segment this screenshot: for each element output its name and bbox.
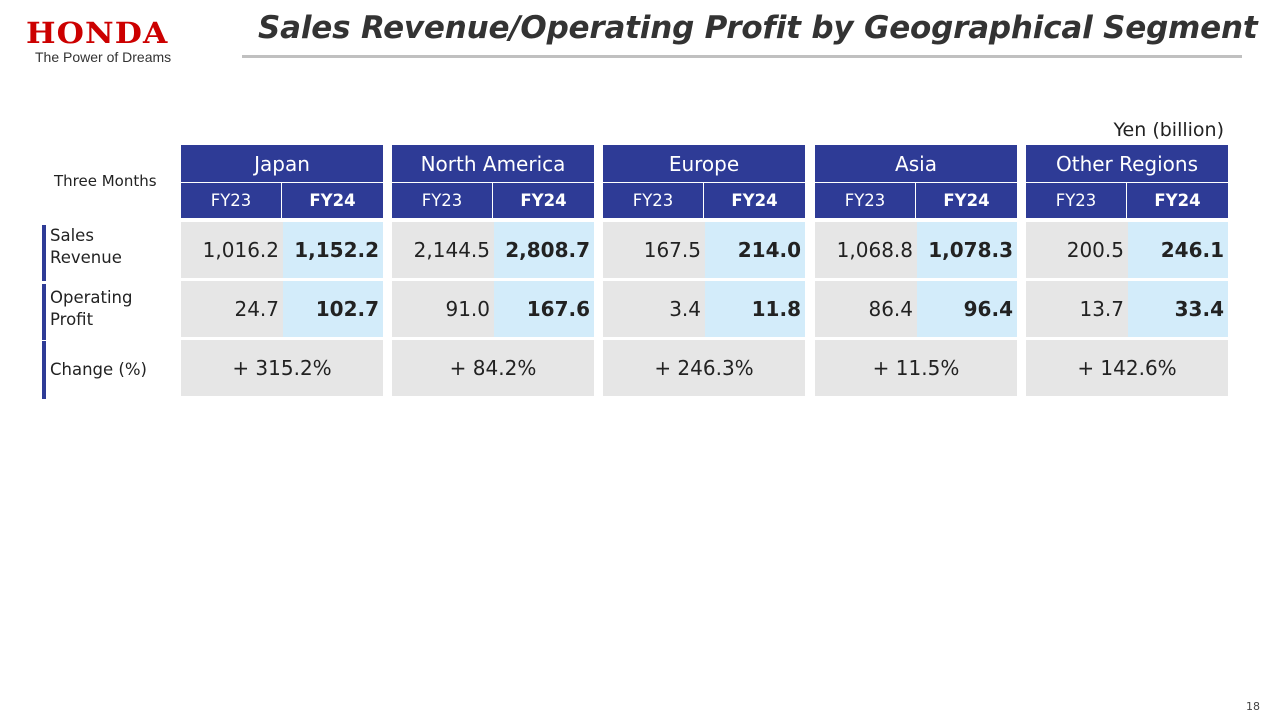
operating-profit-fy24: 167.6 <box>494 281 594 337</box>
sales-revenue-row: 167.5 214.0 <box>603 222 805 278</box>
profit-change-cell: + 84.2% <box>392 340 594 396</box>
sales-revenue-row: 1,016.2 1,152.2 <box>181 222 383 278</box>
region-column: North America FY23 FY24 2,144.5 2,808.7 91.0 1… <box>392 145 594 396</box>
row-label-operating-profit: Operating Profit <box>42 284 133 340</box>
operating-profit-fy23: 91.0 <box>392 281 494 337</box>
operating-profit-fy24: 33.4 <box>1128 281 1228 337</box>
fy24-header: FY24 <box>282 183 383 218</box>
fy24-header: FY24 <box>704 183 805 218</box>
sales-revenue-fy23: 1,068.8 <box>815 222 917 278</box>
sales-revenue-fy23: 200.5 <box>1026 222 1128 278</box>
region-column: Other Regions FY23 FY24 200.5 246.1 13.7 33.4 +… <box>1026 145 1228 396</box>
region-header: North America <box>392 145 594 182</box>
region-column: Japan FY23 FY24 1,016.2 1,152.2 24.7 102.7 + 31… <box>181 145 383 396</box>
operating-profit-fy23: 3.4 <box>603 281 705 337</box>
sales-revenue-fy24: 246.1 <box>1128 222 1228 278</box>
operating-profit-row: 91.0 167.6 <box>392 281 594 337</box>
fy23-header: FY23 <box>603 183 703 218</box>
sales-revenue-fy24: 1,078.3 <box>917 222 1017 278</box>
page-number: 18 <box>1246 700 1260 713</box>
row-label-profit-line2: Profit <box>50 310 94 329</box>
operating-profit-row: 3.4 11.8 <box>603 281 805 337</box>
sales-revenue-row: 2,144.5 2,808.7 <box>392 222 594 278</box>
region-column: Europe FY23 FY24 167.5 214.0 3.4 11.8 + 246.3% <box>603 145 805 396</box>
logo-wordmark: HONDA <box>26 16 169 50</box>
fiscal-year-row: FY23 FY24 <box>392 183 594 218</box>
profit-change-cell: + 246.3% <box>603 340 805 396</box>
fy24-header: FY24 <box>1127 183 1228 218</box>
operating-profit-fy23: 24.7 <box>181 281 283 337</box>
operating-profit-row: 86.4 96.4 <box>815 281 1017 337</box>
region-column: Asia FY23 FY24 1,068.8 1,078.3 86.4 96.4 + 11.5… <box>815 145 1017 396</box>
operating-profit-fy24: 96.4 <box>917 281 1017 337</box>
profit-change-cell: + 315.2% <box>181 340 383 396</box>
operating-profit-fy24: 11.8 <box>705 281 805 337</box>
profit-change-cell: + 11.5% <box>815 340 1017 396</box>
fy24-header: FY24 <box>493 183 594 218</box>
row-label-sales-revenue: Sales Revenue <box>42 225 122 281</box>
fiscal-year-row: FY23 FY24 <box>181 183 383 218</box>
honda-logo: HONDA The Power of Dreams <box>26 18 216 65</box>
operating-profit-fy24: 102.7 <box>283 281 383 337</box>
fiscal-year-row: FY23 FY24 <box>1026 183 1228 218</box>
sales-revenue-fy23: 2,144.5 <box>392 222 494 278</box>
sales-revenue-fy24: 214.0 <box>705 222 805 278</box>
operating-profit-row: 24.7 102.7 <box>181 281 383 337</box>
sales-revenue-fy24: 2,808.7 <box>494 222 594 278</box>
profit-change-cell: + 142.6% <box>1026 340 1228 396</box>
fy23-header: FY23 <box>392 183 492 218</box>
fy23-header: FY23 <box>181 183 281 218</box>
period-label: Three Months <box>54 172 157 190</box>
row-label-profit-line1: Operating <box>50 288 133 307</box>
fiscal-year-row: FY23 FY24 <box>815 183 1017 218</box>
title-underline <box>242 55 1242 58</box>
sales-revenue-row: 200.5 246.1 <box>1026 222 1228 278</box>
page-title: Sales Revenue/Operating Profit by Geogra… <box>258 10 1258 46</box>
sales-revenue-fy23: 1,016.2 <box>181 222 283 278</box>
sales-revenue-row: 1,068.8 1,078.3 <box>815 222 1017 278</box>
logo-tagline: The Power of Dreams <box>35 49 172 65</box>
fiscal-year-row: FY23 FY24 <box>603 183 805 218</box>
fy23-header: FY23 <box>1026 183 1126 218</box>
operating-profit-fy23: 13.7 <box>1026 281 1128 337</box>
region-header: Japan <box>181 145 383 182</box>
fy24-header: FY24 <box>916 183 1017 218</box>
region-header: Asia <box>815 145 1017 182</box>
row-label-revenue-line1: Sales <box>50 226 94 245</box>
region-header: Europe <box>603 145 805 182</box>
unit-label: Yen (billion) <box>1113 119 1224 141</box>
row-label-change: Change (%) <box>42 341 147 399</box>
operating-profit-fy23: 86.4 <box>815 281 917 337</box>
operating-profit-row: 13.7 33.4 <box>1026 281 1228 337</box>
fy23-header: FY23 <box>815 183 915 218</box>
region-header: Other Regions <box>1026 145 1228 182</box>
row-label-revenue-line2: Revenue <box>50 248 122 267</box>
sales-revenue-fy24: 1,152.2 <box>283 222 383 278</box>
sales-revenue-fy23: 167.5 <box>603 222 705 278</box>
